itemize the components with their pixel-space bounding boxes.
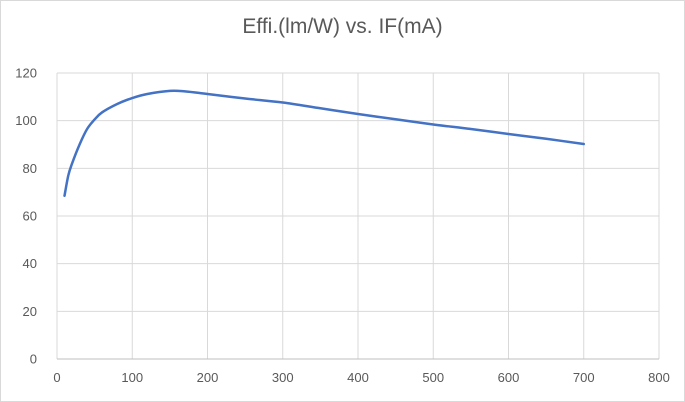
x-tick-label: 200 [197, 370, 219, 385]
chart-title: Effi.(lm/W) vs. IF(mA) [242, 15, 443, 38]
x-tick-label: 0 [53, 370, 60, 385]
x-tick-label: 100 [121, 370, 143, 385]
y-tick-label: 100 [15, 113, 37, 128]
x-tick-label: 800 [648, 370, 670, 385]
gridlines [56, 72, 660, 359]
x-tick-label: 500 [422, 370, 444, 385]
series-line [63, 89, 585, 197]
y-tick-label: 0 [30, 352, 37, 367]
y-tick-label: 120 [15, 66, 37, 81]
x-tick-label: 700 [573, 370, 595, 385]
x-tick-label: 300 [272, 370, 294, 385]
x-tick-label: 600 [498, 370, 520, 385]
y-tick-label: 80 [23, 161, 37, 176]
series-layer [63, 89, 585, 197]
y-tick-label: 20 [23, 304, 37, 319]
x-tick-label: 400 [347, 370, 369, 385]
y-tick-label: 60 [23, 209, 37, 224]
tick-labels: 0 20 40 60 80 100 120 0 100 200 300 400 500 600 700 800 [15, 66, 670, 386]
y-tick-label: 40 [23, 256, 37, 271]
